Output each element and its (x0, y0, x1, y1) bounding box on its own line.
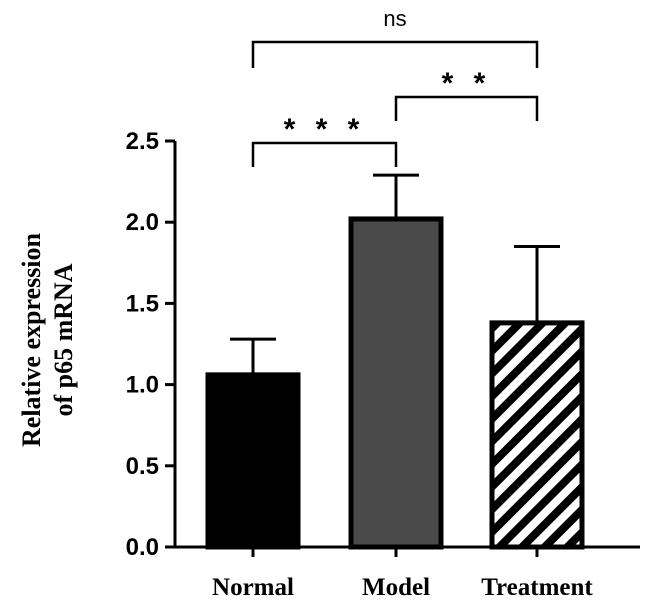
error-bars (230, 173, 560, 375)
y-ticks: 0.0 0.5 1.0 1.5 2.0 2.5 (126, 128, 175, 561)
y-tick-label: 0.5 (126, 453, 159, 480)
y-axis-title-line1: Relative expression (17, 232, 46, 447)
bar-treatment (489, 320, 585, 550)
y-tick-label: 2.0 (126, 209, 159, 236)
x-category-label: Normal (212, 574, 294, 601)
significance-label: * * (442, 67, 492, 100)
x-category-label: Model (362, 574, 430, 601)
y-tick-label: 1.5 (126, 290, 159, 317)
significance-bracket (251, 141, 398, 167)
y-tick-label: 2.5 (126, 128, 159, 155)
significance-bracket (251, 40, 539, 68)
bars (205, 216, 585, 550)
bar-normal (205, 372, 301, 550)
y-axis-title-line2: of p65 mRNA (49, 263, 78, 416)
significance-bracket (394, 95, 539, 121)
y-tick-label: 0.0 (126, 534, 159, 561)
bar-model (348, 216, 444, 550)
x-category-label: Treatment (481, 574, 593, 601)
x-ticks: Normal Model Treatment (212, 547, 593, 601)
y-tick-label: 1.0 (126, 372, 159, 399)
significance-label: * * * (284, 113, 366, 146)
significance-brackets: * * * * * ns (251, 6, 539, 167)
significance-label: ns (383, 6, 406, 31)
